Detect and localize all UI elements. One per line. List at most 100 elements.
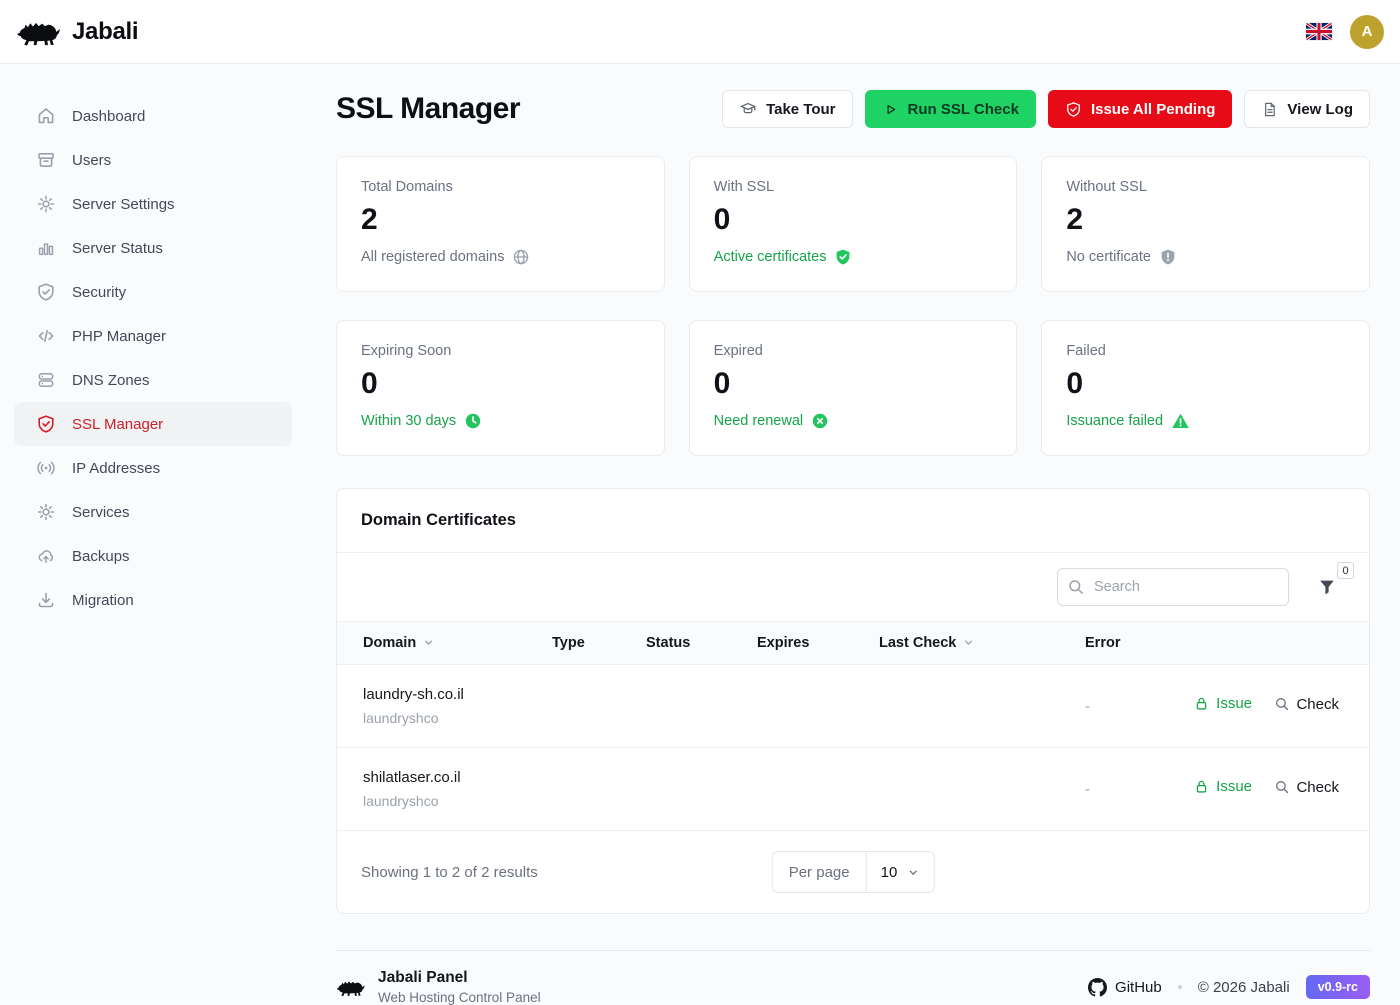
user-avatar[interactable]: A xyxy=(1350,15,1384,49)
cell-last-check xyxy=(879,665,1085,748)
stat-card-total-domains: Total Domains 2 All registered domains xyxy=(336,156,665,292)
graduation-cap-icon xyxy=(739,100,757,118)
sidebar-item-server-status[interactable]: Server Status xyxy=(14,226,292,270)
footer-brand: Jabali Panel xyxy=(378,969,541,987)
gear-icon xyxy=(36,194,56,214)
cell-type xyxy=(552,665,646,748)
server-stack-icon xyxy=(36,370,56,390)
play-icon xyxy=(882,101,899,118)
language-flag-icon[interactable] xyxy=(1306,23,1332,40)
archive-box-icon xyxy=(36,150,56,170)
table-row: laundry-sh.co.il laundryshco - Issue xyxy=(337,665,1369,748)
check-button[interactable]: Check xyxy=(1274,779,1339,796)
column-header-status: Status xyxy=(646,622,757,665)
filter-button[interactable]: 0 xyxy=(1313,573,1341,601)
page-title: SSL Manager xyxy=(336,92,520,126)
warning-icon xyxy=(1171,412,1190,430)
shield-check-icon xyxy=(834,248,852,266)
code-icon xyxy=(36,326,56,346)
check-button[interactable]: Check xyxy=(1274,696,1339,713)
column-header-last-check[interactable]: Last Check xyxy=(879,622,1085,665)
shield-check-icon xyxy=(36,282,56,302)
column-header-expires: Expires xyxy=(757,622,879,665)
stat-value: 2 xyxy=(1066,203,1345,237)
sidebar-item-services[interactable]: Services xyxy=(14,490,292,534)
domain-name: laundry-sh.co.il xyxy=(363,686,548,703)
sidebar-item-server-settings[interactable]: Server Settings xyxy=(14,182,292,226)
column-header-actions xyxy=(1171,622,1369,665)
chevron-down-icon xyxy=(422,636,435,649)
chevron-down-icon xyxy=(962,636,975,649)
results-summary: Showing 1 to 2 of 2 results xyxy=(361,864,538,881)
sidebar-item-ssl-manager[interactable]: SSL Manager xyxy=(14,402,292,446)
per-page-label: Per page xyxy=(773,852,866,892)
shield-check-icon xyxy=(36,414,56,434)
cell-status xyxy=(646,665,757,748)
shield-check-icon xyxy=(1065,101,1082,118)
cell-error: - xyxy=(1085,665,1171,748)
search-icon xyxy=(1274,779,1290,795)
globe-icon xyxy=(512,248,530,266)
stat-card-expiring-soon: Expiring Soon 0 Within 30 days xyxy=(336,320,665,456)
search-input[interactable] xyxy=(1057,568,1289,606)
shield-alert-icon xyxy=(1159,248,1177,266)
lock-icon xyxy=(1193,695,1210,712)
boar-logo-icon xyxy=(336,976,366,998)
sidebar-item-php-manager[interactable]: PHP Manager xyxy=(14,314,292,358)
search-icon xyxy=(1067,578,1085,596)
take-tour-button[interactable]: Take Tour xyxy=(722,90,852,128)
gear-icon xyxy=(36,502,56,522)
footer-tagline: Web Hosting Control Panel xyxy=(378,990,541,1005)
sidebar-item-backups[interactable]: Backups xyxy=(14,534,292,578)
broadcast-icon xyxy=(36,458,56,478)
stat-card-expired: Expired 0 Need renewal xyxy=(689,320,1018,456)
column-header-domain[interactable]: Domain xyxy=(337,622,552,665)
run-ssl-check-button[interactable]: Run SSL Check xyxy=(865,90,1036,128)
search-icon xyxy=(1274,696,1290,712)
home-icon xyxy=(36,106,56,126)
filter-count-badge: 0 xyxy=(1337,562,1354,579)
document-icon xyxy=(1261,101,1278,118)
stat-value: 0 xyxy=(361,367,640,401)
sidebar-item-dns-zones[interactable]: DNS Zones xyxy=(14,358,292,402)
sidebar-item-dashboard[interactable]: Dashboard xyxy=(14,94,292,138)
cell-type xyxy=(552,748,646,831)
cell-expires xyxy=(757,748,879,831)
ssl-stats: Total Domains 2 All registered domains W… xyxy=(336,156,1370,456)
funnel-icon xyxy=(1317,577,1337,597)
cell-expires xyxy=(757,665,879,748)
domain-name: shilatlaser.co.il xyxy=(363,769,548,786)
domain-account: laundryshco xyxy=(363,710,548,726)
stat-value: 0 xyxy=(714,367,993,401)
page-footer: Jabali Panel Web Hosting Control Panel G… xyxy=(336,950,1370,1005)
column-header-error: Error xyxy=(1085,622,1171,665)
cell-status xyxy=(646,748,757,831)
brand: Jabali xyxy=(16,15,138,48)
bar-chart-icon xyxy=(36,238,56,258)
stat-value: 0 xyxy=(1066,367,1345,401)
sidebar-item-users[interactable]: Users xyxy=(14,138,292,182)
issue-button[interactable]: Issue xyxy=(1193,778,1252,795)
clock-icon xyxy=(464,412,482,430)
boar-logo-icon xyxy=(16,15,62,48)
dot-separator xyxy=(1178,985,1182,989)
view-log-button[interactable]: View Log xyxy=(1244,90,1370,128)
issue-button[interactable]: Issue xyxy=(1193,695,1252,712)
stat-value: 2 xyxy=(361,203,640,237)
domain-certificates-panel: Domain Certificates 0 xyxy=(336,488,1370,914)
sidebar-item-security[interactable]: Security xyxy=(14,270,292,314)
stat-card-with-ssl: With SSL 0 Active certificates xyxy=(689,156,1018,292)
sidebar-item-migration[interactable]: Migration xyxy=(14,578,292,622)
issue-all-pending-button[interactable]: Issue All Pending xyxy=(1048,90,1232,128)
cloud-upload-icon xyxy=(36,546,56,566)
brand-name: Jabali xyxy=(72,18,138,46)
lock-icon xyxy=(1193,778,1210,795)
table-row: shilatlaser.co.il laundryshco - Issue xyxy=(337,748,1369,831)
github-icon xyxy=(1088,978,1107,997)
stat-value: 0 xyxy=(714,203,993,237)
sidebar-item-ip-addresses[interactable]: IP Addresses xyxy=(14,446,292,490)
github-link[interactable]: GitHub xyxy=(1088,978,1162,997)
download-icon xyxy=(36,590,56,610)
topbar: Jabali A xyxy=(0,0,1400,64)
per-page-select[interactable]: 10 xyxy=(866,852,934,892)
